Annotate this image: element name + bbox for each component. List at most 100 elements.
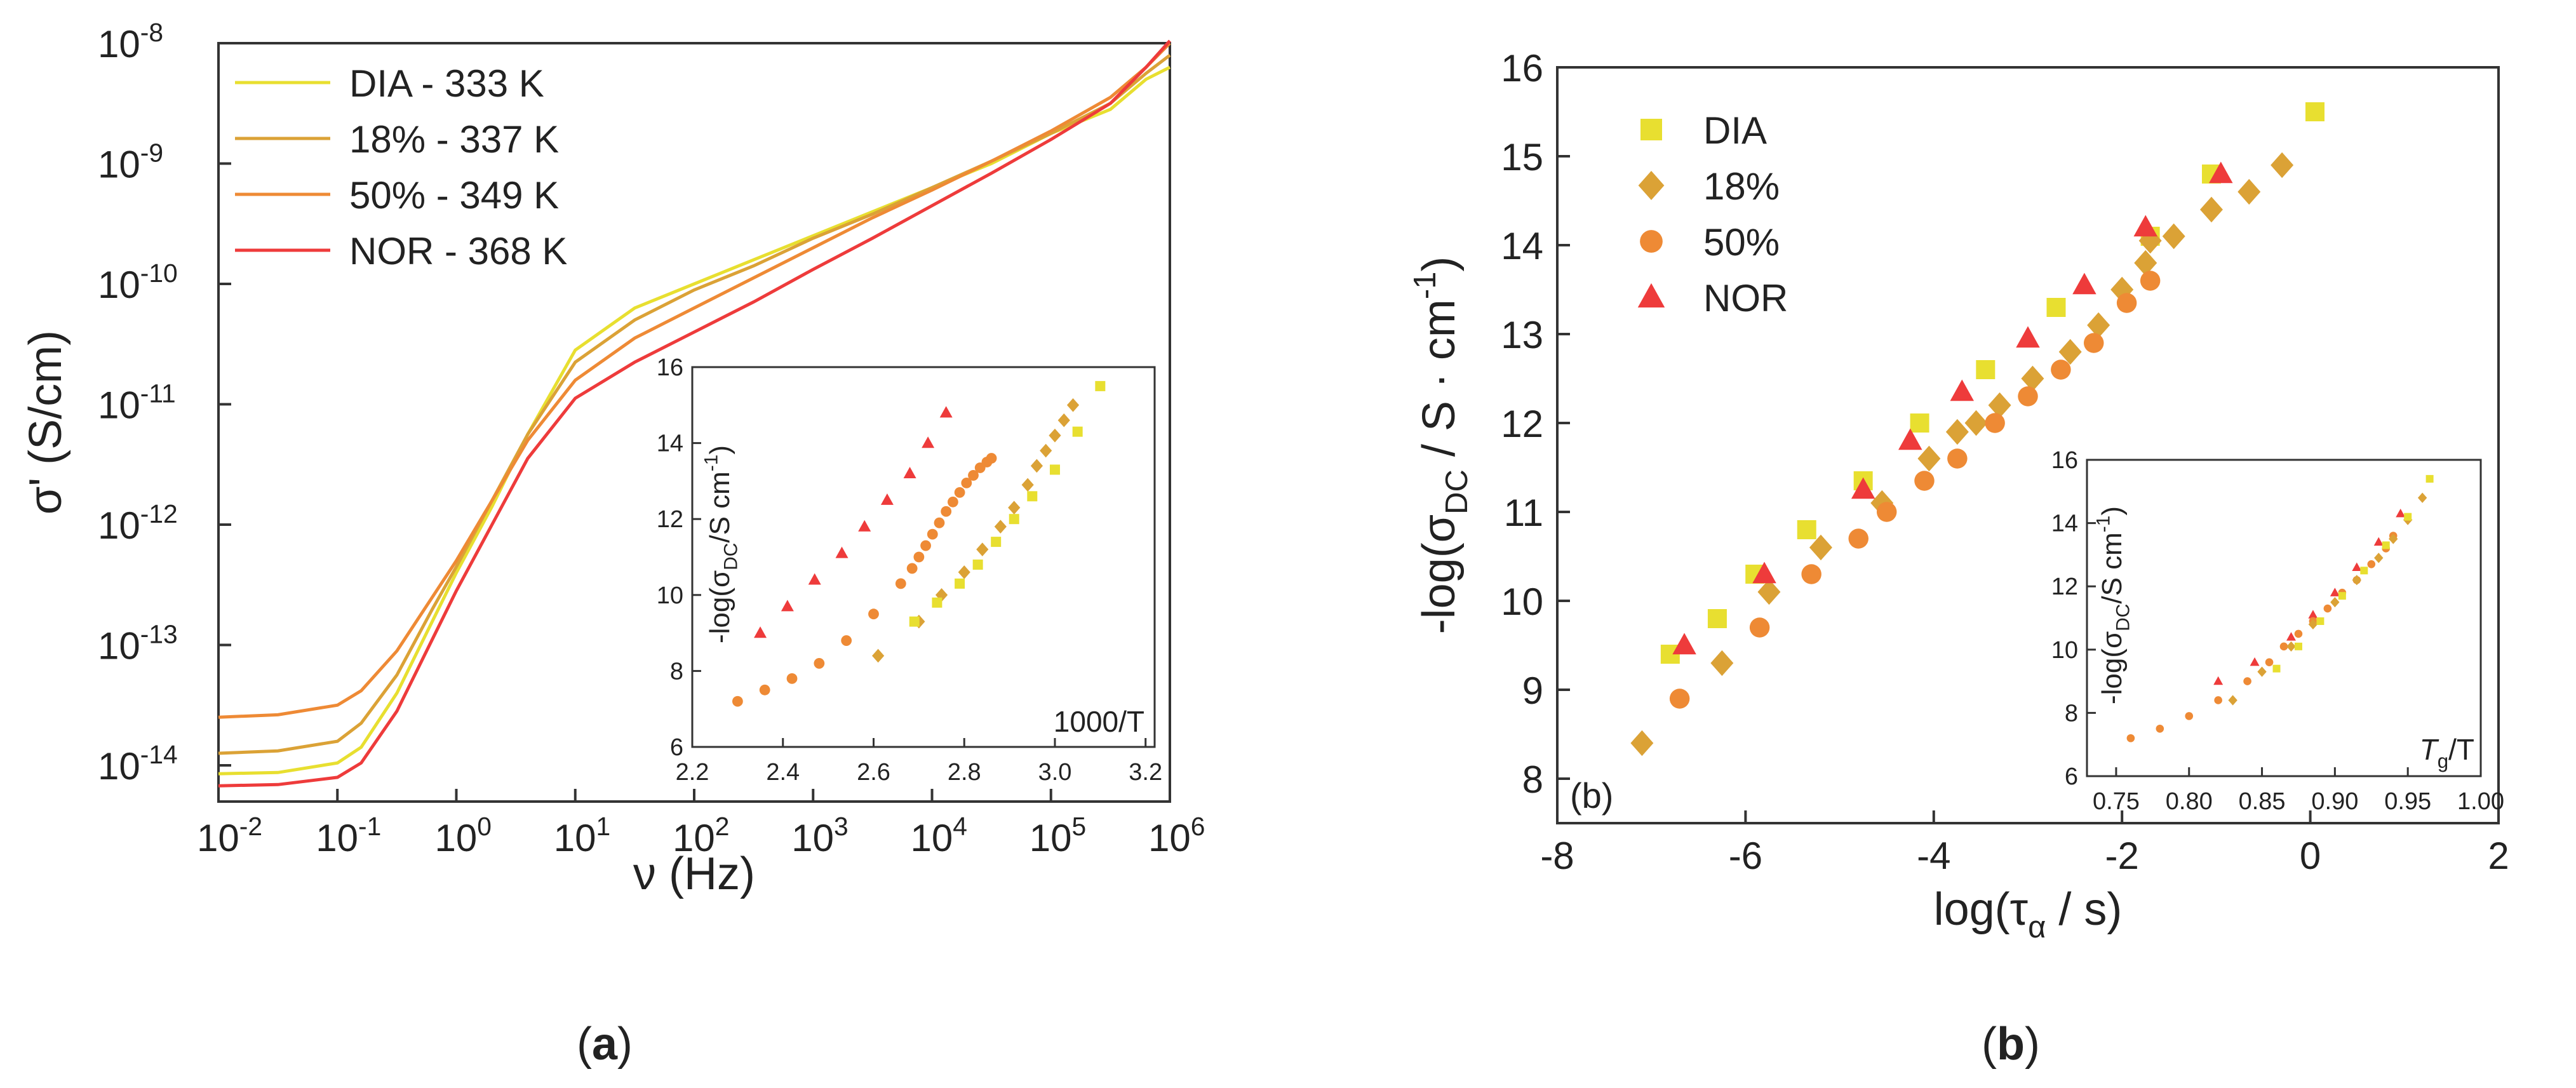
inset-point-NOR bbox=[903, 467, 916, 479]
inset-point-NOR bbox=[2213, 676, 2224, 685]
panel-b-y-tick-label: 14 bbox=[1501, 225, 1543, 267]
panel-a-y-tick-label: 10-11​ bbox=[98, 379, 176, 426]
inset-point-18% bbox=[2352, 575, 2362, 586]
inset-y-tick-label: 14 bbox=[2051, 511, 2078, 537]
inset-point-50% bbox=[2126, 734, 2135, 742]
inset-point-DIA bbox=[909, 616, 920, 627]
panel-a-y-tick-label: 10-9​ bbox=[98, 138, 163, 185]
panel-a-series-line-50% bbox=[218, 42, 1171, 719]
panel-a-series-line-NOR bbox=[218, 39, 1171, 788]
panel-a-y-axis-label: σ' (S/cm) bbox=[20, 330, 71, 514]
inset-point-18% bbox=[2417, 492, 2427, 503]
panel-b-point-NOR bbox=[1752, 561, 1776, 584]
panel-b-y-tick-label: 10 bbox=[1501, 581, 1543, 623]
inset-point-18% bbox=[976, 542, 989, 556]
inset-point-50% bbox=[954, 487, 965, 498]
inset-point-50% bbox=[814, 658, 825, 669]
inset-point-50% bbox=[906, 563, 918, 574]
panel-b-point-50% bbox=[1669, 688, 1690, 709]
inset-y-tick-label: 10 bbox=[657, 582, 683, 609]
panel-b-x-tick-label: -2 bbox=[2105, 835, 2139, 877]
inset-point-50% bbox=[2185, 712, 2194, 720]
panel-b-point-18% bbox=[2021, 365, 2044, 392]
inset-point-50% bbox=[920, 540, 931, 551]
inset-point-DIA bbox=[2316, 617, 2324, 625]
inset-point-50% bbox=[868, 608, 879, 620]
panel-b-point-50% bbox=[2018, 386, 2038, 406]
panel-a-x-tick-label: 10-2​ bbox=[197, 812, 262, 859]
panel-b-point-18% bbox=[1917, 445, 1941, 472]
inset-point-50% bbox=[927, 528, 938, 540]
inset-point-NOR bbox=[754, 626, 767, 638]
inset-y-tick-label: 16 bbox=[657, 354, 683, 381]
panel-a-x-tick-label: 103​ bbox=[791, 812, 848, 859]
inset-point-DIA bbox=[1072, 426, 1083, 437]
inset-y-tick-label: 8 bbox=[670, 658, 683, 685]
inset-x-tick-label: 3.0 bbox=[1038, 759, 1072, 786]
panel-b-point-18% bbox=[1757, 579, 1781, 605]
inset-point-NOR bbox=[835, 546, 849, 558]
inset-point-50% bbox=[934, 517, 945, 528]
panel-b-x-axis-label: log(τα​ / s) bbox=[1934, 884, 2123, 944]
panel-b-point-DIA bbox=[1797, 520, 1816, 539]
inset-point-NOR bbox=[2373, 537, 2384, 546]
inset-y-tick-label: 6 bbox=[670, 734, 683, 761]
inset-point-NOR bbox=[922, 436, 935, 448]
panel-b-legend-marker-18% bbox=[1638, 171, 1665, 200]
inset-point-18% bbox=[1049, 428, 1061, 443]
panel-b-point-DIA bbox=[1707, 609, 1727, 628]
panel-a-x-tick-label: 10-1​ bbox=[316, 812, 381, 859]
panel-b-point-50% bbox=[2051, 359, 2071, 380]
inset-point-NOR bbox=[2308, 610, 2318, 619]
inset-point-18% bbox=[872, 648, 885, 663]
inset-x-tick-label: 1.00 bbox=[2457, 788, 2504, 815]
inset-y-tick-label: 14 bbox=[657, 431, 683, 457]
panel-b-point-50% bbox=[2083, 333, 2104, 353]
inset-y-axis-label: -log(σDC​/S cm-1​) bbox=[701, 445, 742, 643]
panel-a-x-tick-label: 105​ bbox=[1030, 812, 1086, 859]
panel-b-x-tick-label: 2 bbox=[2488, 835, 2509, 877]
panel-a-caption: (a) bbox=[577, 1019, 633, 1070]
panel-b-point-NOR bbox=[1898, 428, 1922, 450]
panel-b-point-50% bbox=[1947, 448, 1968, 469]
inset-x-tick-label: 0.85 bbox=[2239, 788, 2286, 815]
inset-point-18% bbox=[1021, 478, 1034, 492]
inset-point-DIA bbox=[955, 578, 965, 589]
panel-b-point-50% bbox=[1876, 502, 1897, 522]
inset-y-tick-label: 6 bbox=[2065, 763, 2078, 790]
inset-point-50% bbox=[786, 673, 798, 684]
inset-x-tick-label: 2.2 bbox=[676, 759, 709, 786]
inset-x-axis-label: Tg​/T bbox=[2420, 733, 2474, 772]
panel-b-caption: (b) bbox=[1982, 1019, 2040, 1070]
panel-b-point-18% bbox=[2087, 312, 2110, 339]
inset-point-DIA bbox=[2382, 541, 2390, 549]
panel-b-y-axis-label: -log(σDC​ / S · cm-1​) bbox=[1408, 257, 1474, 635]
panel-b-x-tick-label: -8 bbox=[1540, 835, 1574, 877]
inset-point-NOR bbox=[2352, 562, 2362, 572]
panel-a-legend-label: 18% - 337 K bbox=[349, 118, 559, 161]
panel-b-point-NOR bbox=[1950, 379, 1975, 401]
inset-point-50% bbox=[2156, 725, 2164, 733]
inset-x-tick-label: 0.75 bbox=[2093, 788, 2140, 815]
panel-a-y-tick-label: 10-14​ bbox=[98, 740, 178, 788]
panel-b-point-NOR bbox=[1851, 477, 1875, 499]
inset-frame bbox=[2086, 459, 2482, 777]
inset-point-18% bbox=[2228, 695, 2237, 706]
panel-a-x-tick-label: 101​ bbox=[554, 812, 610, 859]
inset-point-18% bbox=[1066, 398, 1080, 412]
panel-b-legend-label: NOR bbox=[1703, 277, 1788, 319]
panel-b-point-18% bbox=[2271, 152, 2294, 178]
panel-a-legend-label: NOR - 368 K bbox=[349, 230, 567, 272]
panel-b-point-NOR bbox=[2016, 326, 2040, 348]
panel-b-point-50% bbox=[2140, 271, 2161, 291]
inset-point-DIA bbox=[2425, 474, 2434, 483]
inset-point-DIA bbox=[2360, 567, 2368, 575]
panel-b-x-tick-label: -4 bbox=[1917, 835, 1950, 877]
panel-b-y-tick-label: 16 bbox=[1501, 47, 1543, 90]
inset-point-NOR bbox=[2250, 657, 2260, 666]
inset-point-50% bbox=[2214, 696, 2222, 704]
inset-point-50% bbox=[961, 477, 972, 488]
inset-point-18% bbox=[2257, 666, 2267, 677]
panel-b-point-DIA bbox=[1976, 360, 1996, 379]
